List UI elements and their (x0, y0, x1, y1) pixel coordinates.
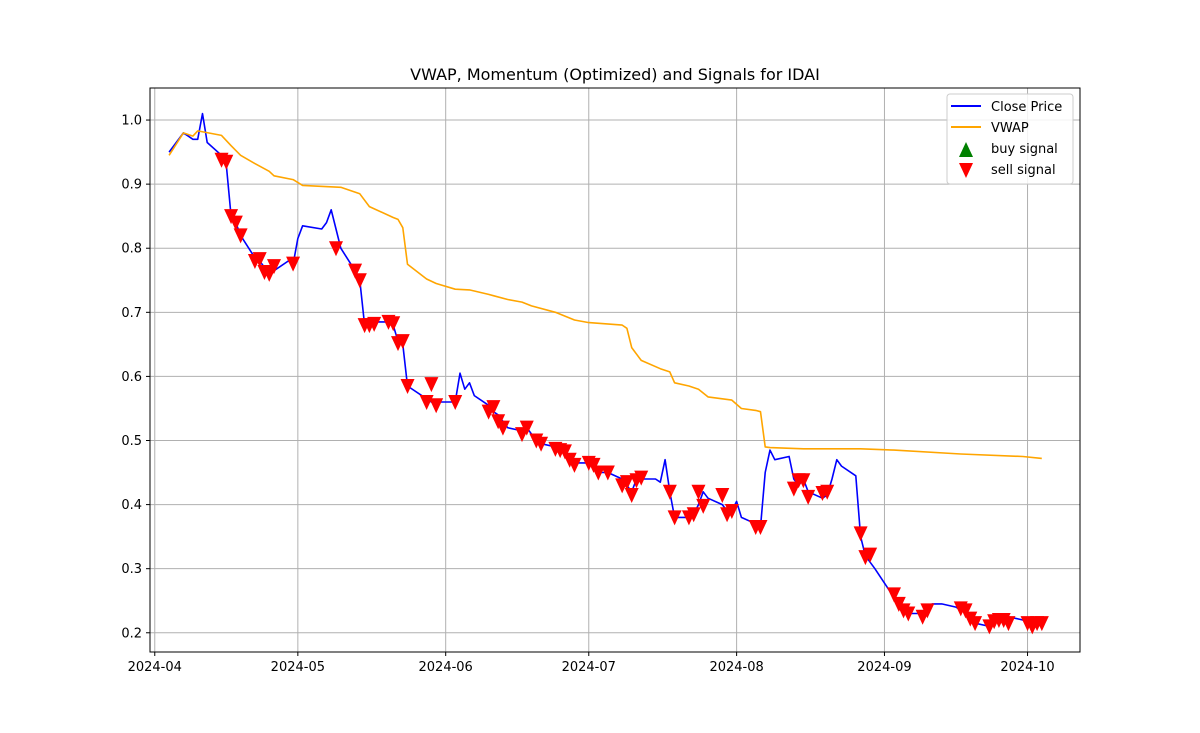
sell-signal-marker (1001, 616, 1016, 632)
y-tick-label: 0.7 (121, 306, 142, 321)
sell-signal-marker (395, 334, 410, 350)
sell-signal-marker (286, 256, 301, 272)
sell-signal-marker (901, 606, 916, 622)
sell-signal-marker (591, 465, 606, 481)
sell-signal-marker (400, 379, 415, 395)
sell-signal-marker (686, 507, 701, 523)
sell-signal-marker (696, 498, 711, 514)
sell-signal-marker (352, 273, 367, 289)
sell-signal-marker (624, 487, 639, 503)
x-tick-label: 2024-05 (271, 660, 325, 675)
legend: Close Price VWAP buy signal sell signal (946, 93, 1074, 185)
vwap-line (168, 130, 1042, 460)
legend-sell-signal-label: sell signal (991, 163, 1056, 178)
sell-signal-marker (667, 510, 682, 526)
sell-signal-marker (662, 484, 677, 500)
sell-signal-marker (567, 457, 582, 473)
legend-box (946, 93, 1074, 185)
x-tick-label: 2024-04 (128, 660, 182, 675)
sell-signal-marker (386, 316, 401, 332)
x-tick-label: 2024-10 (1000, 660, 1054, 675)
series-layer (168, 112, 1043, 628)
sell-signal-marker (252, 252, 267, 268)
sell-signal-marker (958, 603, 973, 619)
sell-signal-marker (920, 603, 935, 619)
y-tick-label: 0.8 (121, 242, 142, 257)
sell-signal-marker (586, 457, 601, 473)
sell-signal-marker (424, 377, 439, 393)
y-tick-label: 0.4 (121, 498, 142, 513)
y-tick-label: 0.6 (121, 370, 142, 385)
legend-sell-signal-marker (959, 163, 973, 178)
sell-signal-marker (495, 420, 510, 436)
signal-markers (214, 152, 1049, 635)
sell-signal-marker (448, 395, 463, 411)
sell-signal-marker (600, 465, 615, 481)
sell-signal-marker (534, 436, 549, 452)
sell-signal-marker (796, 473, 811, 489)
y-tick-label: 1.0 (121, 114, 142, 129)
x-tick-label: 2024-06 (419, 660, 473, 675)
sell-signal-marker (228, 215, 243, 231)
sell-signal-marker (820, 484, 835, 500)
legend-buy-signal-marker (959, 142, 973, 157)
y-tick-label: 0.3 (121, 562, 142, 577)
sell-signal-marker (219, 154, 234, 170)
sell-signal-marker (691, 484, 706, 500)
sell-signal-marker (267, 259, 281, 275)
y-tick-label: 0.5 (121, 434, 142, 449)
y-tick-label: 0.9 (121, 178, 142, 193)
y-axis: 0.2 0.3 0.4 0.5 0.6 0.7 0.8 0.9 1.0 (121, 114, 150, 641)
sell-signal-marker (853, 526, 868, 542)
sell-signal-marker (968, 616, 983, 632)
sell-signal-marker (724, 504, 739, 519)
sell-signal-marker (863, 547, 878, 563)
sell-signal-marker (634, 470, 649, 486)
sell-signal-marker (348, 263, 363, 279)
sell-signal-marker (367, 316, 382, 332)
legend-close-price-label: Close Price (991, 100, 1062, 115)
chart-title: VWAP, Momentum (Optimized) and Signals f… (410, 65, 820, 84)
x-tick-label: 2024-08 (709, 660, 763, 675)
sell-signal-marker (429, 398, 444, 414)
sell-signal-marker (753, 520, 768, 536)
x-tick-label: 2024-09 (857, 660, 911, 675)
sell-signal-marker (1034, 616, 1049, 632)
y-tick-label: 0.2 (121, 626, 142, 641)
sell-signal-marker (557, 444, 572, 460)
sell-signal-marker (715, 487, 730, 503)
sell-signal-marker (329, 241, 343, 257)
legend-buy-signal-label: buy signal (991, 142, 1058, 157)
sell-signal-marker (801, 489, 816, 505)
grid-lines (150, 88, 1080, 652)
sell-signal-marker (887, 587, 901, 603)
plot-area-frame (149, 87, 1081, 653)
sell-signal-marker (233, 228, 248, 244)
sell-signal-marker (486, 400, 501, 416)
legend-vwap-label: VWAP (991, 121, 1029, 136)
sell-signal-marker (519, 420, 534, 436)
sell-signal-marker (619, 475, 634, 491)
x-tick-label: 2024-07 (562, 660, 616, 675)
close-price-line (168, 112, 1043, 628)
x-axis: 2024-04 2024-05 2024-06 2024-07 2024-08 2024-… (128, 652, 1055, 675)
